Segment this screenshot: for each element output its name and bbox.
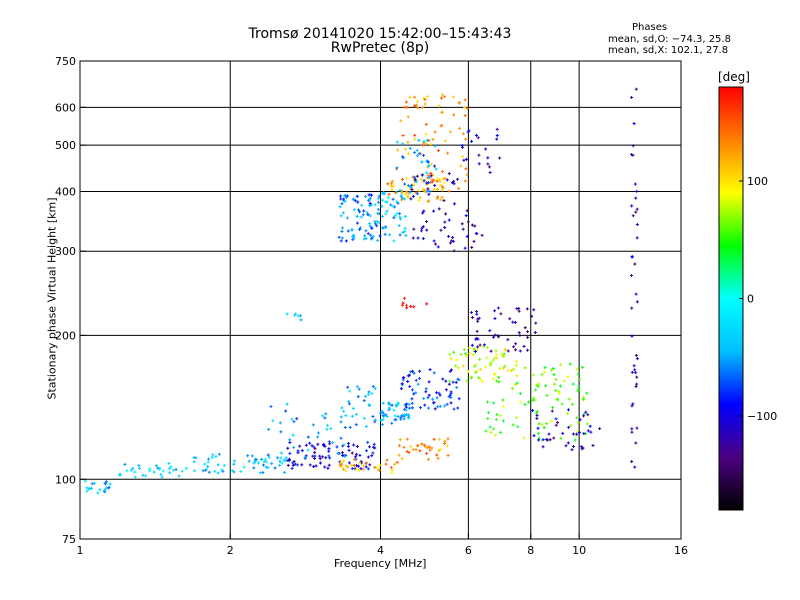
colorbar: 100 0 −100 <box>718 86 777 511</box>
x-tick-label: 16 <box>674 544 688 557</box>
y-axis-label: Stationary phase Virtual Height [km] <box>45 197 59 400</box>
y-tick-label: 75 <box>62 533 76 546</box>
x-axis-label: Frequency [MHz] <box>334 557 427 570</box>
y-tick-label: 200 <box>55 329 76 342</box>
colorbar-label: [deg] <box>718 70 750 84</box>
y-tick-label: 400 <box>55 185 76 198</box>
chart-title: Tromsø 20141020 15:42:00–15:43:43 <box>248 26 512 42</box>
chart-subtitle: RwPretec (8p) <box>330 40 430 56</box>
y-tick-label: 500 <box>55 139 76 152</box>
phases-stats-x: mean, sd,X: 102.1, 27.8 <box>608 45 729 56</box>
colorbar-tick-label: −100 <box>747 410 777 423</box>
phases-header: Phases <box>632 22 668 33</box>
colorbar-tick-label: 0 <box>747 293 754 306</box>
x-tick-label: 2 <box>227 544 234 557</box>
x-tick-label: 10 <box>572 544 586 557</box>
x-tick-label: 4 <box>377 544 384 557</box>
y-tick-label: 300 <box>55 245 76 258</box>
x-tick-label: 1 <box>77 544 84 557</box>
data-points <box>83 87 639 495</box>
colorbar-tick-label: 100 <box>747 175 768 188</box>
y-tick-label: 100 <box>55 473 76 486</box>
x-tick-label: 6 <box>465 544 472 557</box>
axes: 1 2 4 6 8 10 16 75 100 200 300 400 500 600 750 <box>55 55 688 557</box>
grid-lines <box>80 61 681 539</box>
x-tick-label: 8 <box>527 544 534 557</box>
y-tick-label: 600 <box>55 101 76 114</box>
phases-stats-o: mean, sd,O: −74.3, 25.8 <box>608 34 731 45</box>
y-tick-label: 750 <box>55 55 76 68</box>
